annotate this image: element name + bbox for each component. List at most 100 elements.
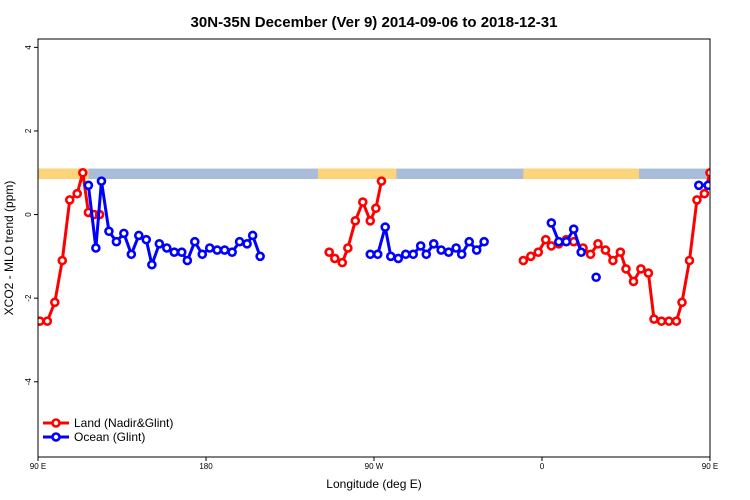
legend-label: Ocean (Glint) <box>74 430 145 444</box>
data-point <box>649 314 659 324</box>
data-point <box>464 236 475 247</box>
data-point <box>134 230 144 241</box>
data-point <box>428 239 439 249</box>
land-band-segment <box>38 168 89 180</box>
data-point <box>234 236 245 247</box>
data-point <box>380 222 391 232</box>
data-point <box>436 245 447 255</box>
data-point <box>705 167 710 178</box>
plot-area <box>37 38 750 458</box>
data-point <box>553 236 564 247</box>
data-point <box>376 176 387 186</box>
x-axis: 90 E 180 90 W 0 90 E <box>30 457 718 471</box>
land-band-segment <box>318 168 397 180</box>
y-tick-label: 0 <box>24 212 33 217</box>
data-point <box>671 316 682 326</box>
data-point <box>692 195 702 205</box>
data-point <box>141 234 152 245</box>
y-axis: 4 2 0 -2 -4 <box>24 45 38 386</box>
legend-label: Land (Nadir&Glint) <box>74 416 173 430</box>
data-point <box>400 249 411 260</box>
data-point <box>615 247 626 257</box>
data-point <box>350 216 361 226</box>
data-point <box>393 253 404 264</box>
data-point <box>591 272 601 283</box>
data-point <box>608 255 618 266</box>
x-tick-label: 180 <box>199 462 213 471</box>
data-point <box>337 257 348 268</box>
data-point <box>415 241 426 251</box>
y-axis-label: XCO2 - MLO trend (ppm) <box>2 181 16 316</box>
data-point <box>636 264 646 274</box>
data-point <box>212 245 222 255</box>
data-point <box>57 255 68 266</box>
data-point <box>628 276 639 287</box>
data-point <box>365 216 376 226</box>
land-mask-band <box>38 168 750 180</box>
data-point <box>684 255 695 266</box>
data-point <box>408 249 419 260</box>
x-tick-label: 0 <box>540 462 545 471</box>
legend-marker <box>51 418 61 428</box>
data-point <box>365 249 376 260</box>
data-point <box>83 180 94 191</box>
data-point <box>568 224 579 234</box>
data-point <box>693 180 704 191</box>
data-point <box>540 234 551 245</box>
data-point <box>154 239 165 249</box>
data-point <box>104 226 114 237</box>
data-point <box>525 251 536 262</box>
data-point <box>111 236 122 247</box>
data-point <box>190 236 200 247</box>
data-point <box>421 249 432 260</box>
data-point <box>656 316 667 326</box>
data-point <box>621 264 631 274</box>
data-point <box>247 230 258 241</box>
data-point <box>227 247 237 257</box>
data-point <box>576 247 587 257</box>
data-point <box>593 239 603 249</box>
data-point <box>119 228 129 239</box>
data-point <box>600 245 611 255</box>
data-point <box>372 249 383 260</box>
x-tick-label: 90 E <box>30 462 46 471</box>
y-tick-label: 2 <box>24 128 33 133</box>
data-point <box>169 247 180 257</box>
data-point <box>96 176 107 186</box>
data-point <box>471 245 482 255</box>
data-point <box>49 297 60 308</box>
data-point <box>255 251 265 262</box>
data-point <box>242 239 252 249</box>
data-point <box>64 195 75 205</box>
data-point <box>443 247 454 257</box>
data-point <box>518 255 529 266</box>
chart-title: 30N-35N December (Ver 9) 2014-09-06 to 2… <box>191 14 558 31</box>
data-point <box>91 243 101 253</box>
data-point <box>126 249 137 260</box>
data-point <box>546 218 557 228</box>
data-point <box>699 188 710 199</box>
series-ocean <box>83 176 710 283</box>
series-layer <box>38 167 710 326</box>
data-point <box>451 243 461 253</box>
x-axis-label: Longitude (deg E) <box>326 477 421 491</box>
y-tick-label: 4 <box>24 45 33 50</box>
data-point <box>324 247 335 257</box>
data-point <box>197 249 208 260</box>
data-point <box>38 316 45 326</box>
data-point <box>664 316 674 326</box>
data-point <box>72 188 82 199</box>
y-tick-label: -4 <box>24 378 33 386</box>
data-point <box>385 251 396 262</box>
data-point <box>147 259 157 270</box>
data-point <box>78 167 88 178</box>
data-point <box>357 197 368 207</box>
data-point <box>204 243 215 253</box>
data-point <box>371 203 381 214</box>
land-band-segment <box>738 169 750 179</box>
legend-marker <box>51 432 61 442</box>
data-point <box>533 247 544 257</box>
data-point <box>343 243 353 253</box>
data-point <box>561 236 572 247</box>
